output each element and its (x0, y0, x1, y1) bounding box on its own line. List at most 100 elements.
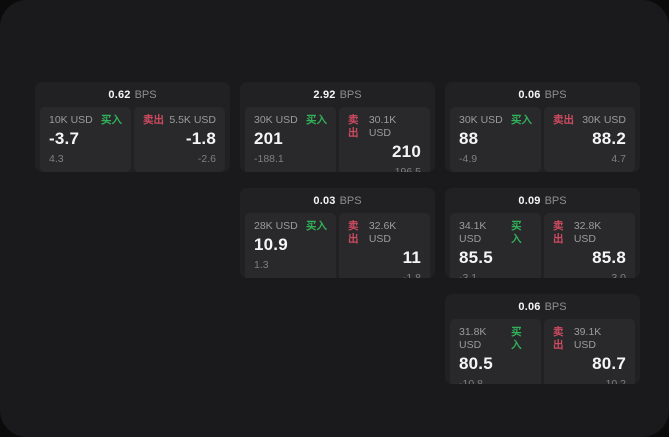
sell-size-label: 5.5K USD (169, 114, 216, 126)
buy-tile[interactable]: 10K USD 买入 -3.7 4.3 (40, 107, 131, 172)
buy-price-value: 85.5 (459, 248, 493, 267)
quote-card-body: 34.1K USD 买入 85.5 -3.1 卖出 32.8K USD 85.8… (445, 213, 640, 278)
bps-unit-label: BPS (339, 88, 362, 101)
sell-tile[interactable]: 卖出 39.1K USD 80.7 10.2 (544, 319, 635, 384)
buy-tile-top: 30K USD 买入 (254, 114, 327, 127)
buy-tile-top: 31.8K USD 买入 (459, 326, 532, 352)
buy-price-value: 201 (254, 129, 283, 148)
bps-value: 0.03 (313, 194, 336, 207)
sell-price-value: 11 (402, 248, 421, 267)
quote-card-header: 0.06 BPS (445, 294, 640, 319)
buy-price-value: 80.5 (459, 354, 493, 373)
bps-unit-label: BPS (544, 194, 567, 207)
buy-tile[interactable]: 30K USD 买入 88 -4.9 (450, 107, 541, 172)
quote-card: 0.06 BPS 31.8K USD 买入 80.5 -10.8 卖出 39.1… (445, 294, 640, 384)
buy-sub-value: -4.9 (459, 153, 478, 165)
sell-sub-value: 4.7 (611, 153, 626, 165)
sell-tile[interactable]: 卖出 32.6K USD 11 -1.8 (339, 213, 430, 278)
quote-card-header: 0.03 BPS (240, 188, 435, 213)
quote-card-header: 0.62 BPS (35, 82, 230, 107)
sell-size-label: 30K USD (582, 114, 626, 126)
sell-tile-top: 卖出 30K USD (553, 114, 626, 127)
sell-size-label: 30.1K USD (368, 114, 397, 139)
sell-side-label: 卖出 (348, 220, 359, 245)
sell-tile-top: 卖出 30.1K USD (348, 114, 421, 140)
sell-price-value: 210 (392, 142, 421, 161)
buy-sub-value: -3.1 (459, 272, 478, 278)
bps-unit-label: BPS (544, 300, 567, 313)
buy-tile-top: 28K USD 买入 (254, 220, 327, 233)
bps-unit-label: BPS (134, 88, 157, 101)
buy-side-label: 买入 (511, 326, 522, 351)
bps-value: 0.09 (518, 194, 541, 207)
quote-card-body: 30K USD 买入 201 -188.1 卖出 30.1K USD 210 1… (240, 107, 435, 172)
sell-tile-top: 卖出 32.8K USD (553, 220, 626, 246)
buy-tile[interactable]: 28K USD 买入 10.9 1.3 (245, 213, 336, 278)
buy-price-value: -3.7 (49, 129, 80, 148)
bps-unit-label: BPS (339, 194, 362, 207)
quotes-grid: 0.62 BPS 10K USD 买入 -3.7 4.3 卖出 5.5K USD… (35, 82, 640, 384)
sell-tile[interactable]: 卖出 32.8K USD 85.8 3.0 (544, 213, 635, 278)
buy-tile[interactable]: 30K USD 买入 201 -188.1 (245, 107, 336, 172)
buy-sub-value: -10.8 (459, 378, 483, 384)
sell-size-label: 39.1K USD (573, 326, 602, 351)
sell-tile[interactable]: 卖出 30K USD 88.2 4.7 (544, 107, 635, 172)
buy-side-label: 买入 (306, 220, 327, 232)
sell-side-label: 卖出 (553, 114, 574, 126)
sell-side-label: 卖出 (553, 326, 564, 351)
sell-sub-value: 196.5 (394, 166, 421, 172)
buy-sub-value: 4.3 (49, 153, 64, 165)
sell-price-value: 80.7 (592, 354, 626, 373)
buy-side-label: 买入 (306, 114, 327, 126)
quote-card-body: 30K USD 买入 88 -4.9 卖出 30K USD 88.2 4.7 (445, 107, 640, 172)
buy-size-label: 10K USD (49, 114, 93, 126)
bps-value: 0.62 (108, 88, 131, 101)
buy-side-label: 买入 (511, 114, 532, 126)
quote-card: 0.03 BPS 28K USD 买入 10.9 1.3 卖出 32.6K US… (240, 188, 435, 278)
buy-tile-top: 10K USD 买入 (49, 114, 122, 127)
buy-size-label: 31.8K USD (459, 326, 487, 351)
sell-tile-top: 卖出 5.5K USD (143, 114, 216, 127)
quote-card-body: 10K USD 买入 -3.7 4.3 卖出 5.5K USD -1.8 -2.… (35, 107, 230, 172)
buy-tile[interactable]: 31.8K USD 买入 80.5 -10.8 (450, 319, 541, 384)
quote-card: 2.92 BPS 30K USD 买入 201 -188.1 卖出 30.1K … (240, 82, 435, 172)
sell-price-value: -1.8 (185, 129, 216, 148)
bps-value: 0.06 (518, 88, 541, 101)
quote-card-header: 2.92 BPS (240, 82, 435, 107)
buy-tile[interactable]: 34.1K USD 买入 85.5 -3.1 (450, 213, 541, 278)
bps-unit-label: BPS (544, 88, 567, 101)
buy-price-value: 88 (459, 129, 479, 148)
quote-card-body: 31.8K USD 买入 80.5 -10.8 卖出 39.1K USD 80.… (445, 319, 640, 384)
buy-size-label: 34.1K USD (459, 220, 487, 245)
quote-card: 0.09 BPS 34.1K USD 买入 85.5 -3.1 卖出 32.8K… (445, 188, 640, 278)
quote-card-header: 0.06 BPS (445, 82, 640, 107)
quote-card-body: 28K USD 买入 10.9 1.3 卖出 32.6K USD 11 -1.8 (240, 213, 435, 278)
buy-sub-value: -188.1 (254, 153, 284, 165)
sell-tile-top: 卖出 39.1K USD (553, 326, 626, 352)
sell-size-label: 32.6K USD (368, 220, 397, 245)
buy-side-label: 买入 (511, 220, 522, 245)
buy-sub-value: 1.3 (254, 259, 269, 271)
sell-price-value: 88.2 (592, 129, 626, 148)
bps-value: 0.06 (518, 300, 541, 313)
sell-sub-value: -2.6 (197, 153, 216, 165)
sell-tile-top: 卖出 32.6K USD (348, 220, 421, 246)
sell-sub-value: 10.2 (605, 378, 626, 384)
buy-tile-top: 30K USD 买入 (459, 114, 532, 127)
buy-size-label: 28K USD (254, 220, 298, 232)
buy-size-label: 30K USD (459, 114, 503, 126)
sell-tile[interactable]: 卖出 30.1K USD 210 196.5 (339, 107, 430, 172)
quote-card: 0.62 BPS 10K USD 买入 -3.7 4.3 卖出 5.5K USD… (35, 82, 230, 172)
buy-tile-top: 34.1K USD 买入 (459, 220, 532, 246)
sell-sub-value: 3.0 (611, 272, 626, 278)
sell-side-label: 卖出 (553, 220, 564, 245)
sell-sub-value: -1.8 (402, 272, 421, 278)
quote-card-header: 0.09 BPS (445, 188, 640, 213)
buy-size-label: 30K USD (254, 114, 298, 126)
sell-tile[interactable]: 卖出 5.5K USD -1.8 -2.6 (134, 107, 225, 172)
sell-size-label: 32.8K USD (573, 220, 602, 245)
sell-side-label: 卖出 (348, 114, 359, 139)
bps-value: 2.92 (313, 88, 336, 101)
buy-side-label: 买入 (101, 114, 122, 126)
